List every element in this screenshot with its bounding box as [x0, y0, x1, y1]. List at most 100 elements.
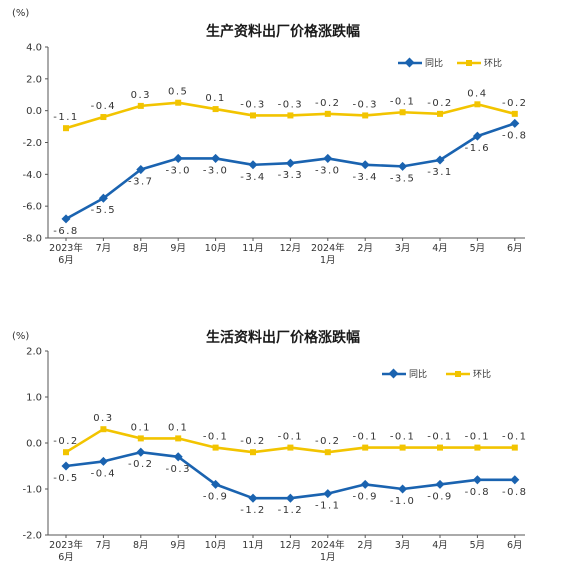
data-label-mom: -1.1 — [53, 112, 79, 123]
data-label-yoy: -0.8 — [502, 130, 528, 141]
data-label-yoy: -0.9 — [203, 491, 229, 502]
data-point-mom — [474, 101, 481, 108]
chart-title: 生产资料出厂价格涨跌幅 — [206, 23, 360, 40]
data-point-mom — [511, 110, 518, 117]
data-label-yoy: -1.0 — [390, 496, 416, 507]
data-label-mom: -0.1 — [278, 432, 304, 443]
data-label-yoy: -0.9 — [352, 491, 378, 502]
data-point-mom — [362, 112, 369, 119]
x-tick-label: 2023年 — [49, 539, 83, 551]
legend-marker-yoy — [388, 368, 399, 379]
data-point-mom — [175, 99, 182, 106]
x-tick-label: 2月 — [357, 540, 373, 551]
data-labels: -6.8 -5.5 -3.7 -3.0 -3.0 -3.4 -3.3 -3.0 -3.4 -3.5… — [53, 87, 528, 237]
data-point-mom — [399, 109, 406, 116]
y-tick-label: -8.0 — [22, 234, 42, 245]
data-point-yoy — [435, 479, 445, 489]
data-point-yoy — [472, 131, 482, 141]
x-tick-label: 5月 — [470, 243, 486, 254]
data-point-mom — [399, 444, 406, 451]
data-point-yoy — [211, 153, 221, 163]
data-label-yoy: -3.3 — [278, 170, 304, 181]
data-label-mom: -0.2 — [315, 98, 341, 109]
data-label-mom: -0.3 — [352, 99, 378, 110]
data-point-mom — [100, 426, 107, 433]
data-point-yoy — [173, 153, 183, 163]
data-point-mom — [362, 444, 369, 451]
data-point-mom — [137, 102, 144, 109]
y-tick-label: 0.0 — [26, 439, 42, 450]
data-point-yoy — [510, 475, 520, 485]
data-point-yoy — [510, 118, 520, 128]
legend: 同比 环比 — [398, 57, 502, 69]
y-tick-label: 2.0 — [26, 74, 42, 85]
chart-production-materials: 生产资料出厂价格涨跌幅 (%) 4.0 2.0 0.0 -2.0 -4.0 -6.0 -8.… — [12, 8, 528, 266]
data-point-yoy — [323, 153, 333, 163]
data-point-mom — [324, 449, 331, 456]
y-tick-label: -4.0 — [22, 170, 42, 181]
data-label-mom: -0.1 — [390, 432, 416, 443]
data-label-yoy: -3.0 — [165, 165, 191, 176]
grid — [47, 47, 525, 239]
data-point-mom — [212, 444, 219, 451]
data-label-yoy: -3.4 — [352, 172, 378, 183]
data-point-yoy — [248, 493, 258, 503]
x-tick-label: 12月 — [280, 540, 302, 551]
data-point-yoy — [285, 493, 295, 503]
data-label-yoy: -5.5 — [91, 205, 117, 216]
x-tick-label: 3月 — [395, 540, 411, 551]
data-label-mom: -0.2 — [315, 436, 341, 447]
data-label-mom: -0.2 — [240, 436, 266, 447]
y-tick-label: -2.0 — [22, 531, 42, 542]
data-label-mom: 0.1 — [131, 422, 151, 433]
x-tick-label: 8月 — [133, 243, 149, 254]
data-label-mom: -0.3 — [240, 99, 266, 110]
data-label-yoy: -1.1 — [315, 501, 341, 512]
x-tick-label: 2月 — [357, 243, 373, 254]
data-label-yoy: -1.6 — [465, 143, 491, 154]
legend-label-yoy: 同比 — [425, 57, 443, 69]
x-tick-label: 10月 — [205, 243, 227, 254]
y-tick-label: -1.0 — [22, 485, 42, 496]
data-label-yoy: -3.1 — [427, 167, 453, 178]
y-tick-label: 4.0 — [26, 43, 42, 54]
legend-marker-mom — [466, 60, 472, 66]
data-label-yoy: -3.0 — [315, 165, 341, 176]
y-unit-label: (%) — [12, 8, 29, 19]
y-tick-label: 0.0 — [26, 106, 42, 117]
data-point-yoy — [360, 160, 370, 170]
x-tick-label: 7月 — [96, 540, 112, 551]
legend-marker-yoy — [404, 57, 415, 68]
data-label-mom: -0.2 — [53, 436, 79, 447]
data-label-mom: 0.4 — [467, 88, 487, 99]
y-unit-label: (%) — [12, 331, 29, 342]
data-point-mom — [63, 449, 69, 456]
x-tick-label: 6月 — [58, 552, 74, 563]
data-point-yoy — [98, 456, 108, 466]
legend-label-mom: 环比 — [484, 57, 502, 69]
series-layer — [61, 99, 520, 224]
x-tick-label: 1月 — [320, 552, 336, 563]
data-point-yoy — [136, 165, 146, 175]
data-point-mom — [511, 444, 518, 451]
data-label-yoy: -0.4 — [91, 468, 117, 479]
data-point-yoy — [398, 484, 408, 494]
x-tick-label: 5月 — [470, 540, 486, 551]
data-label-yoy: -0.8 — [465, 487, 491, 498]
data-label-yoy: -0.5 — [53, 473, 79, 484]
x-tick-label: 2024年 — [311, 242, 345, 254]
chart-consumer-goods: 生活资料出厂价格涨跌幅 (%) 2.01.00.0-1.0-2.0 2023年6… — [12, 329, 528, 563]
data-point-mom — [212, 106, 219, 113]
x-tick-label: 6月 — [507, 540, 523, 551]
data-label-mom: 0.1 — [205, 93, 225, 104]
x-tick-label: 6月 — [507, 243, 523, 254]
data-point-yoy — [398, 161, 408, 171]
data-label-yoy: -0.8 — [502, 487, 528, 498]
data-point-yoy — [248, 160, 258, 170]
data-label-mom: -0.2 — [502, 98, 528, 109]
x-tick-label: 8月 — [133, 540, 149, 551]
data-label-yoy: -0.9 — [427, 491, 453, 502]
data-point-mom — [63, 125, 69, 132]
